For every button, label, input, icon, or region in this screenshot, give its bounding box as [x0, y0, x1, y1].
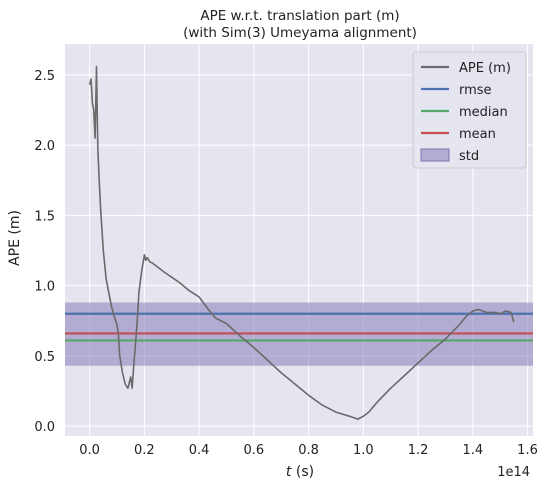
y-tick-label: 0.5	[34, 350, 55, 365]
x-tick-label: 1.0	[353, 443, 374, 458]
y-tick-label: 2.0	[34, 139, 55, 154]
x-tick-label: 1.6	[517, 443, 538, 458]
x-tick-label: 0.0	[79, 443, 100, 458]
x-axis-label-var: t	[286, 464, 292, 480]
y-tick-label: 1.5	[34, 209, 55, 224]
legend-label: rmse	[459, 83, 492, 98]
y-axis-label: APE (m)	[7, 210, 23, 266]
chart-subtitle: (with Sim(3) Umeyama alignment)	[183, 25, 417, 41]
x-tick-label: 0.8	[298, 443, 319, 458]
chart-title: APE w.r.t. translation part (m)	[200, 8, 399, 24]
y-tick-label: 0.0	[34, 420, 55, 435]
legend-label: std	[459, 149, 479, 164]
series-layer	[88, 65, 515, 420]
x-tick-label: 1.2	[408, 443, 429, 458]
legend-label: median	[459, 105, 508, 120]
ape-series-line	[88, 65, 515, 420]
x-tick-label: 1.4	[462, 443, 483, 458]
legend-label: APE (m)	[459, 61, 511, 76]
legend-frame	[412, 51, 527, 169]
x-tick-label: 0.4	[189, 443, 210, 458]
stat-lines-layer	[65, 312, 533, 342]
y-tick-label: 2.5	[34, 69, 55, 84]
y-tick-label: 1.0	[34, 280, 55, 295]
legend: APE (m) rmse median mean std	[412, 51, 527, 169]
x-axis-label-unit: (s)	[291, 464, 314, 480]
x-axis-label: t (s)	[286, 464, 314, 480]
tick-labels: 0.0 0.2 0.4 0.6 0.8 1.0 1.2 1.4 1.6 0.0 0.5 1.0 1.5 2…	[34, 69, 538, 458]
x-tick-label: 0.6	[243, 443, 264, 458]
legend-label: mean	[459, 127, 496, 142]
legend-swatch	[420, 148, 450, 162]
x-offset-label: 1e14	[497, 465, 530, 480]
x-tick-label: 0.2	[134, 443, 155, 458]
